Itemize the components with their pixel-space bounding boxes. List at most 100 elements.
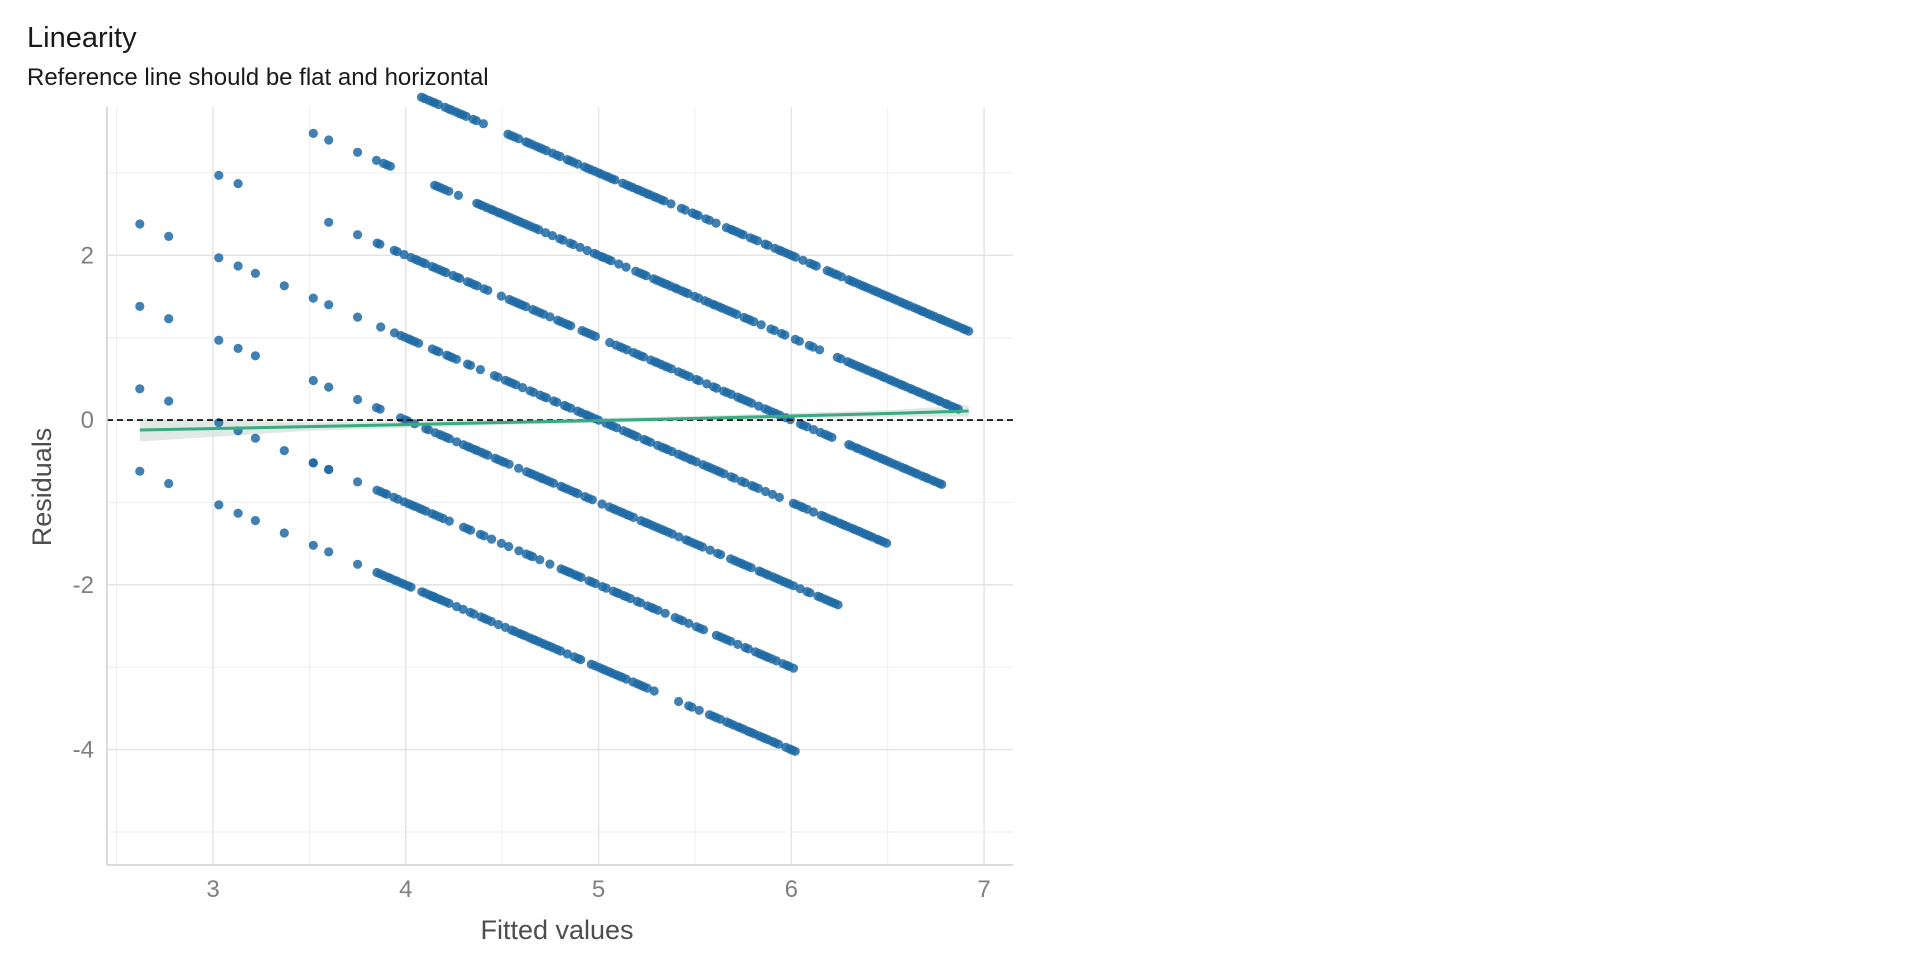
- residual-point: [576, 572, 586, 583]
- residual-point: [545, 559, 555, 569]
- residual-point: [324, 464, 334, 475]
- residual-point: [521, 302, 531, 312]
- chart-subtitle: Reference line should be flat and horizo…: [27, 64, 489, 91]
- residual-point: [469, 609, 479, 619]
- tick-labels: 3 4 5 6 7 -4 -2 0 2: [73, 242, 991, 903]
- residual-point: [635, 598, 646, 608]
- residual-point: [645, 437, 656, 447]
- residual-point: [811, 261, 821, 271]
- residual-point: [732, 309, 742, 319]
- residual-point: [937, 479, 947, 489]
- chart-title: Linearity: [27, 22, 137, 54]
- residual-point: [135, 219, 145, 229]
- residual-point: [587, 495, 598, 505]
- axes: [106, 107, 1013, 866]
- residual-point: [444, 598, 454, 609]
- residual-point: [566, 321, 576, 331]
- residual-point: [434, 347, 444, 357]
- residual-point: [279, 281, 289, 291]
- residual-point: [375, 404, 385, 414]
- residual-point: [827, 432, 837, 442]
- residual-point: [684, 618, 694, 629]
- residual-point: [794, 336, 805, 346]
- residual-point: [279, 528, 289, 538]
- residual-point: [575, 242, 585, 252]
- residual-point: [535, 555, 545, 565]
- residual-point: [698, 542, 708, 552]
- residual-point: [353, 394, 363, 405]
- residual-point: [214, 170, 224, 180]
- residual-point: [504, 541, 514, 552]
- residual-point: [514, 546, 524, 556]
- residual-point: [573, 489, 583, 499]
- x-tick-label: 6: [785, 876, 798, 903]
- residual-point: [458, 604, 468, 615]
- residual-point: [568, 239, 578, 250]
- residual-point: [693, 210, 703, 221]
- residual-point: [719, 469, 729, 479]
- residual-point: [711, 383, 722, 393]
- residual-point: [774, 492, 785, 502]
- residual-point: [382, 489, 392, 499]
- residual-point: [576, 655, 586, 665]
- residual-point: [547, 231, 558, 241]
- residual-point: [250, 268, 260, 278]
- residual-point: [453, 190, 463, 200]
- residual-point: [614, 259, 624, 269]
- residual-point: [385, 161, 395, 171]
- residual-point: [214, 335, 224, 345]
- residual-point: [746, 563, 756, 573]
- residual-point: [406, 582, 416, 592]
- residual-point: [233, 343, 243, 353]
- residual-point: [761, 486, 771, 497]
- y-tick-label: -2: [73, 572, 94, 599]
- residual-point: [308, 128, 318, 138]
- residual-point: [250, 516, 260, 526]
- residual-point: [135, 466, 145, 476]
- residual-point: [164, 231, 174, 241]
- residual-point: [279, 446, 289, 456]
- residual-point: [250, 433, 260, 443]
- residual-point: [610, 175, 620, 185]
- residual-point: [780, 330, 790, 340]
- residual-point: [353, 559, 363, 569]
- residual-point: [705, 545, 715, 555]
- residual-points: [135, 92, 974, 756]
- residual-point: [753, 483, 763, 493]
- residual-point: [135, 384, 145, 394]
- residual-point: [694, 705, 704, 715]
- residual-point: [590, 578, 601, 589]
- residual-point: [660, 608, 670, 618]
- residual-point: [250, 351, 260, 361]
- residual-point: [233, 508, 243, 518]
- residual-point: [308, 540, 318, 550]
- smooth-confidence-band: [139, 405, 969, 442]
- residual-point: [504, 459, 514, 469]
- residual-point: [621, 262, 631, 272]
- residual-point: [790, 252, 801, 262]
- residual-point: [674, 532, 684, 542]
- residual-point: [455, 273, 465, 283]
- residual-point: [376, 322, 386, 332]
- residual-point: [493, 372, 503, 382]
- residual-point: [496, 538, 506, 549]
- residual-point: [555, 151, 565, 162]
- residual-point: [788, 663, 799, 673]
- residual-point: [815, 345, 825, 355]
- residual-point: [749, 317, 759, 327]
- residual-point: [483, 285, 493, 295]
- residual-point: [666, 199, 676, 209]
- residual-point: [541, 393, 552, 403]
- confidence-ribbon: [139, 405, 969, 442]
- residual-point: [558, 235, 568, 245]
- residual-point: [493, 619, 503, 630]
- residual-point: [496, 291, 506, 301]
- residual-point: [324, 547, 334, 557]
- residual-point: [795, 584, 805, 594]
- residual-point: [444, 434, 454, 444]
- residual-point: [590, 331, 601, 341]
- residual-point: [478, 119, 488, 129]
- residual-point: [528, 552, 538, 562]
- residual-point: [233, 179, 243, 189]
- residual-point: [353, 147, 363, 157]
